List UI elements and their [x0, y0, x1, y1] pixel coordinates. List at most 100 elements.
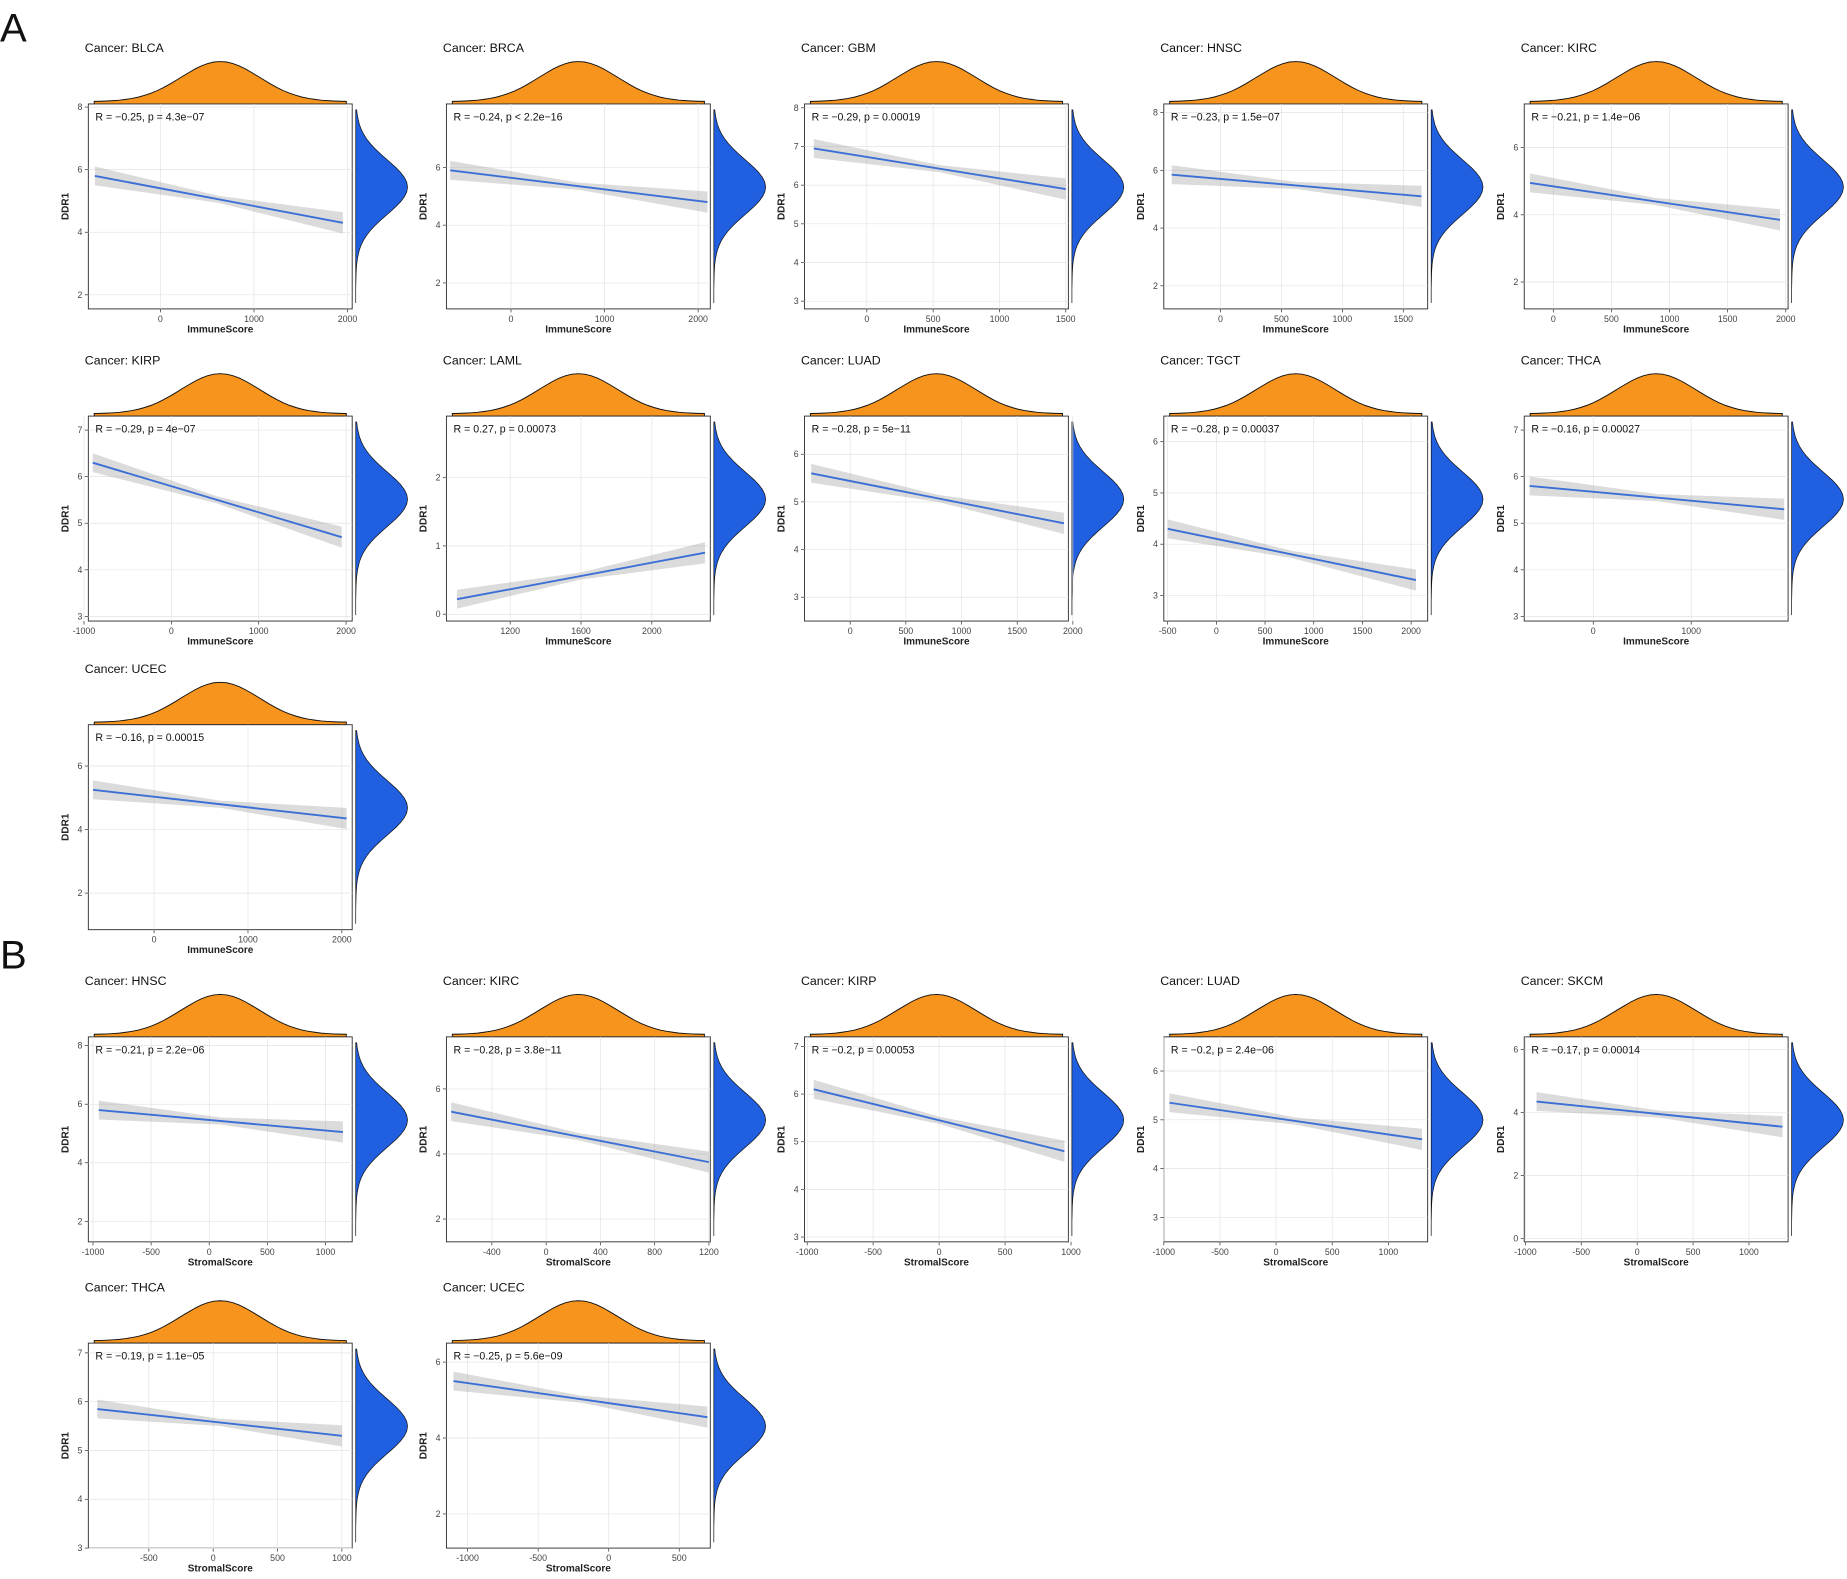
y-axis-label: DDR1 [1496, 1125, 1507, 1153]
x-tick-label: 500 [1686, 1247, 1701, 1257]
y-tick-label: 5 [794, 497, 799, 507]
panel-title: Cancer: KIRC [1521, 41, 1597, 55]
top-density [809, 373, 1063, 417]
x-tick-label: 2000 [1063, 626, 1083, 636]
x-tick-label: 0 [1214, 626, 1219, 636]
y-axis-label: DDR1 [418, 1125, 429, 1153]
y-axis-label: DDR1 [60, 192, 71, 220]
x-tick-label: 2000 [336, 626, 356, 636]
regression-line [97, 1408, 343, 1437]
regression-line [92, 461, 342, 539]
x-tick-label: -500 [1159, 626, 1177, 636]
plot-area [445, 103, 711, 310]
regression-line [1169, 1101, 1423, 1141]
y-tick-label: 5 [794, 1137, 799, 1147]
x-tick-label: 2000 [688, 314, 708, 324]
x-tick-label: 500 [1274, 314, 1289, 324]
y-tick-label: 4 [1513, 210, 1518, 220]
panel-title: Cancer: HNSC [85, 974, 167, 988]
x-tick-label: 500 [898, 626, 913, 636]
x-tick-label: 0 [1591, 626, 1596, 636]
x-tick-label: 400 [593, 1247, 608, 1257]
regression-line [98, 1109, 343, 1133]
panel-title: Cancer: BRCA [443, 41, 525, 55]
panel: Cancer: GBM 0 500 1000 1500 3 4 5 6 7 8 ImmuneScore… [777, 41, 1125, 335]
plot-area [1523, 103, 1789, 310]
right-density [713, 421, 767, 616]
panel: Cancer: THCA 0 1000 3 4 5 6 7 ImmuneScore DDR1 R =… [1496, 353, 1844, 648]
top-density [93, 373, 347, 417]
x-tick-label: 1000 [1379, 1247, 1399, 1257]
annotation: R = −0.2, p = 2.4e−06 [1171, 1044, 1274, 1056]
panel: Cancer: UCEC 0 1000 2000 2 4 6 ImmuneScore DDR1 R… [60, 662, 408, 956]
x-axis-label: StromalScore [188, 1257, 253, 1268]
panel: Cancer: HNSC 0 500 1000 1500 2 4 6 8 ImmuneScore D… [1136, 41, 1484, 335]
y-tick-label: 6 [1513, 143, 1518, 153]
y-axis-label: DDR1 [1496, 505, 1507, 533]
regression-line [1529, 181, 1781, 221]
panel: Cancer: TGCT -500 0 500 1000 1500 2000 3 4 5 6 Immu… [1136, 353, 1484, 648]
x-axis-label: ImmuneScore [1623, 324, 1690, 335]
y-tick-label: 4 [1513, 1107, 1518, 1117]
annotation: R = −0.17, p = 0.00014 [1531, 1044, 1640, 1056]
x-tick-label: 0 [1635, 1247, 1640, 1257]
x-tick-label: 2000 [338, 314, 358, 324]
top-density [451, 993, 705, 1038]
x-tick-label: 1000 [595, 314, 615, 324]
x-tick-label: 1200 [699, 1247, 719, 1257]
right-density [1430, 1042, 1484, 1236]
right-density [1791, 109, 1844, 304]
annotation: R = −0.21, p = 2.2e−06 [95, 1044, 204, 1056]
y-tick-label: 3 [78, 1543, 83, 1553]
y-tick-label: 6 [794, 1089, 799, 1099]
x-tick-label: 1000 [1061, 1247, 1081, 1257]
top-density [451, 61, 705, 105]
x-tick-label: 0 [152, 935, 157, 945]
plot-area [445, 415, 711, 622]
x-tick-label: -1000 [82, 1247, 105, 1257]
panel-title: Cancer: TGCT [1160, 353, 1241, 367]
y-axis-label: DDR1 [777, 192, 788, 220]
x-tick-label: -500 [529, 1553, 547, 1563]
y-tick-label: 4 [436, 1433, 441, 1443]
panel-title: Cancer: LUAD [801, 353, 881, 367]
x-axis-label: ImmuneScore [187, 637, 254, 648]
y-tick-label: 3 [1153, 1212, 1158, 1222]
x-tick-label: -400 [483, 1247, 501, 1257]
regression-line [453, 1380, 708, 1419]
x-tick-label: 2000 [642, 626, 662, 636]
top-density [1529, 373, 1783, 417]
y-axis-label: DDR1 [1136, 1125, 1147, 1153]
x-axis-label: ImmuneScore [187, 945, 254, 956]
x-tick-label: 1000 [1739, 1247, 1759, 1257]
x-axis-label: StromalScore [546, 1257, 611, 1268]
y-tick-label: 7 [1513, 425, 1518, 435]
x-tick-label: 500 [998, 1247, 1013, 1257]
x-tick-label: 0 [509, 314, 514, 324]
plot-area [1523, 415, 1789, 622]
y-tick-label: 5 [1513, 518, 1518, 528]
panel-title: Cancer: LAML [443, 353, 522, 367]
x-tick-label: 0 [848, 626, 853, 636]
y-tick-label: 2 [1513, 1171, 1518, 1181]
plot-area [804, 415, 1069, 622]
x-tick-label: 1500 [1718, 314, 1738, 324]
y-axis-label: DDR1 [777, 1125, 788, 1153]
y-tick-label: 4 [436, 220, 441, 230]
x-tick-label: 500 [926, 314, 941, 324]
panel: Cancer: UCEC -1000 -500 0 500 2 4 6 StromalScore… [418, 1280, 767, 1575]
x-axis-label: ImmuneScore [545, 637, 612, 648]
x-tick-label: 0 [207, 1247, 212, 1257]
x-axis-label: StromalScore [546, 1564, 611, 1575]
top-density [1169, 61, 1423, 105]
plot-area [445, 1342, 711, 1549]
y-axis-label: DDR1 [60, 1125, 71, 1153]
x-tick-label: 1000 [952, 626, 972, 636]
y-axis-label: DDR1 [777, 505, 788, 533]
plot-area [87, 415, 353, 622]
x-axis-label: StromalScore [904, 1257, 969, 1268]
annotation: R = −0.29, p = 4e−07 [95, 424, 195, 436]
regression-line [450, 169, 708, 204]
x-tick-label: 500 [270, 1553, 285, 1563]
right-density [355, 1042, 408, 1236]
